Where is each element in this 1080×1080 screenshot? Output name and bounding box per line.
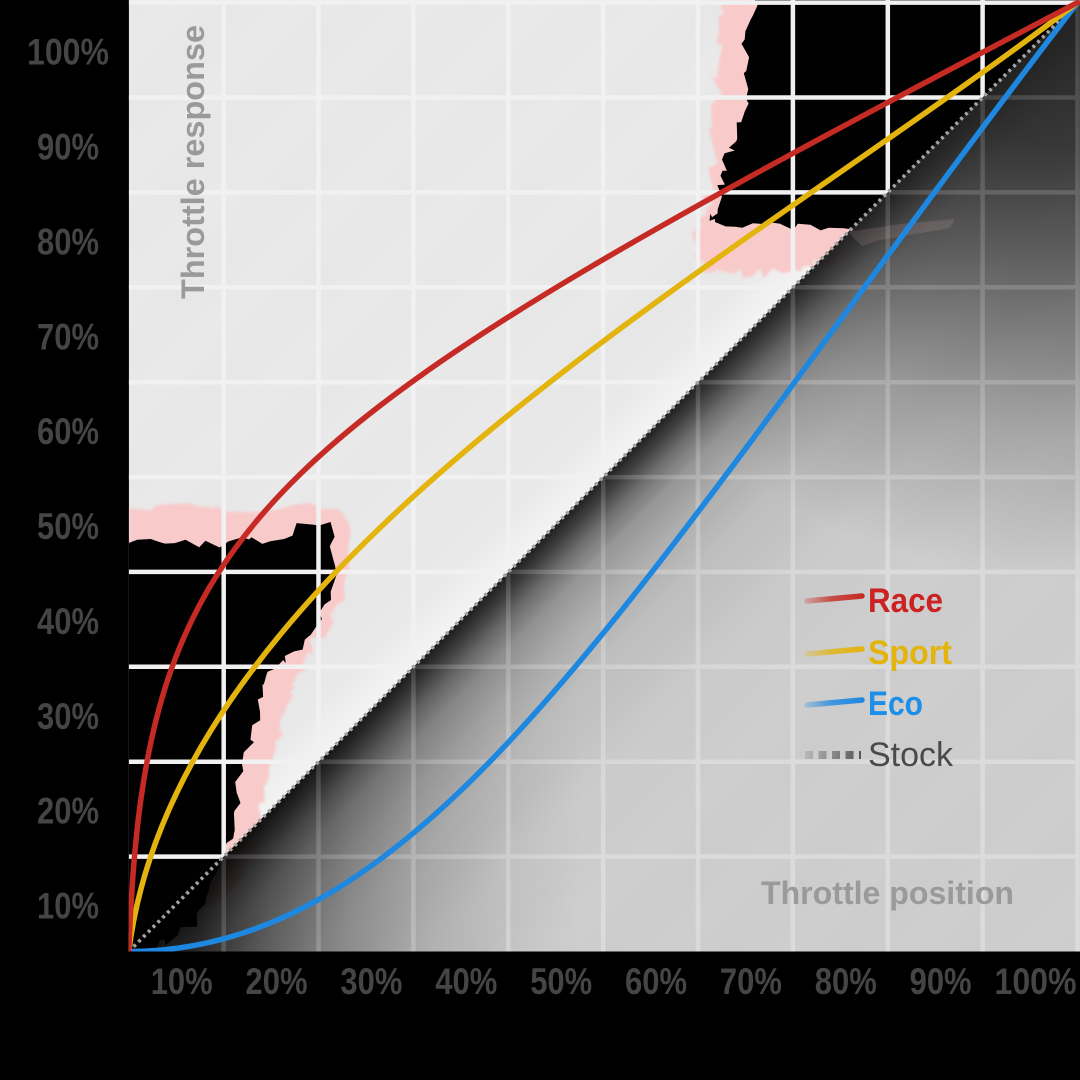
svg-text:40%: 40% <box>435 961 497 1002</box>
svg-text:70%: 70% <box>37 316 99 357</box>
svg-text:Eco: Eco <box>868 685 923 723</box>
svg-text:90%: 90% <box>910 961 972 1002</box>
svg-text:100%: 100% <box>995 961 1077 1002</box>
svg-text:60%: 60% <box>37 411 99 452</box>
svg-text:60%: 60% <box>625 961 687 1002</box>
svg-text:Throttle position: Throttle position <box>761 875 1014 911</box>
svg-text:Sport: Sport <box>868 634 952 672</box>
svg-text:40%: 40% <box>37 601 99 642</box>
svg-text:20%: 20% <box>37 791 99 832</box>
svg-text:10%: 10% <box>151 961 213 1002</box>
svg-text:80%: 80% <box>815 961 877 1002</box>
svg-text:Race: Race <box>868 582 943 620</box>
svg-text:50%: 50% <box>530 961 592 1002</box>
svg-text:50%: 50% <box>37 506 99 547</box>
svg-text:Throttle response: Throttle response <box>175 25 211 299</box>
svg-text:30%: 30% <box>340 961 402 1002</box>
svg-text:20%: 20% <box>246 961 308 1002</box>
svg-text:90%: 90% <box>37 127 99 168</box>
svg-text:100%: 100% <box>27 32 109 73</box>
svg-text:10%: 10% <box>37 886 99 927</box>
svg-text:80%: 80% <box>37 221 99 262</box>
svg-text:70%: 70% <box>720 961 782 1002</box>
svg-text:Stock: Stock <box>868 736 954 774</box>
svg-text:30%: 30% <box>37 696 99 737</box>
